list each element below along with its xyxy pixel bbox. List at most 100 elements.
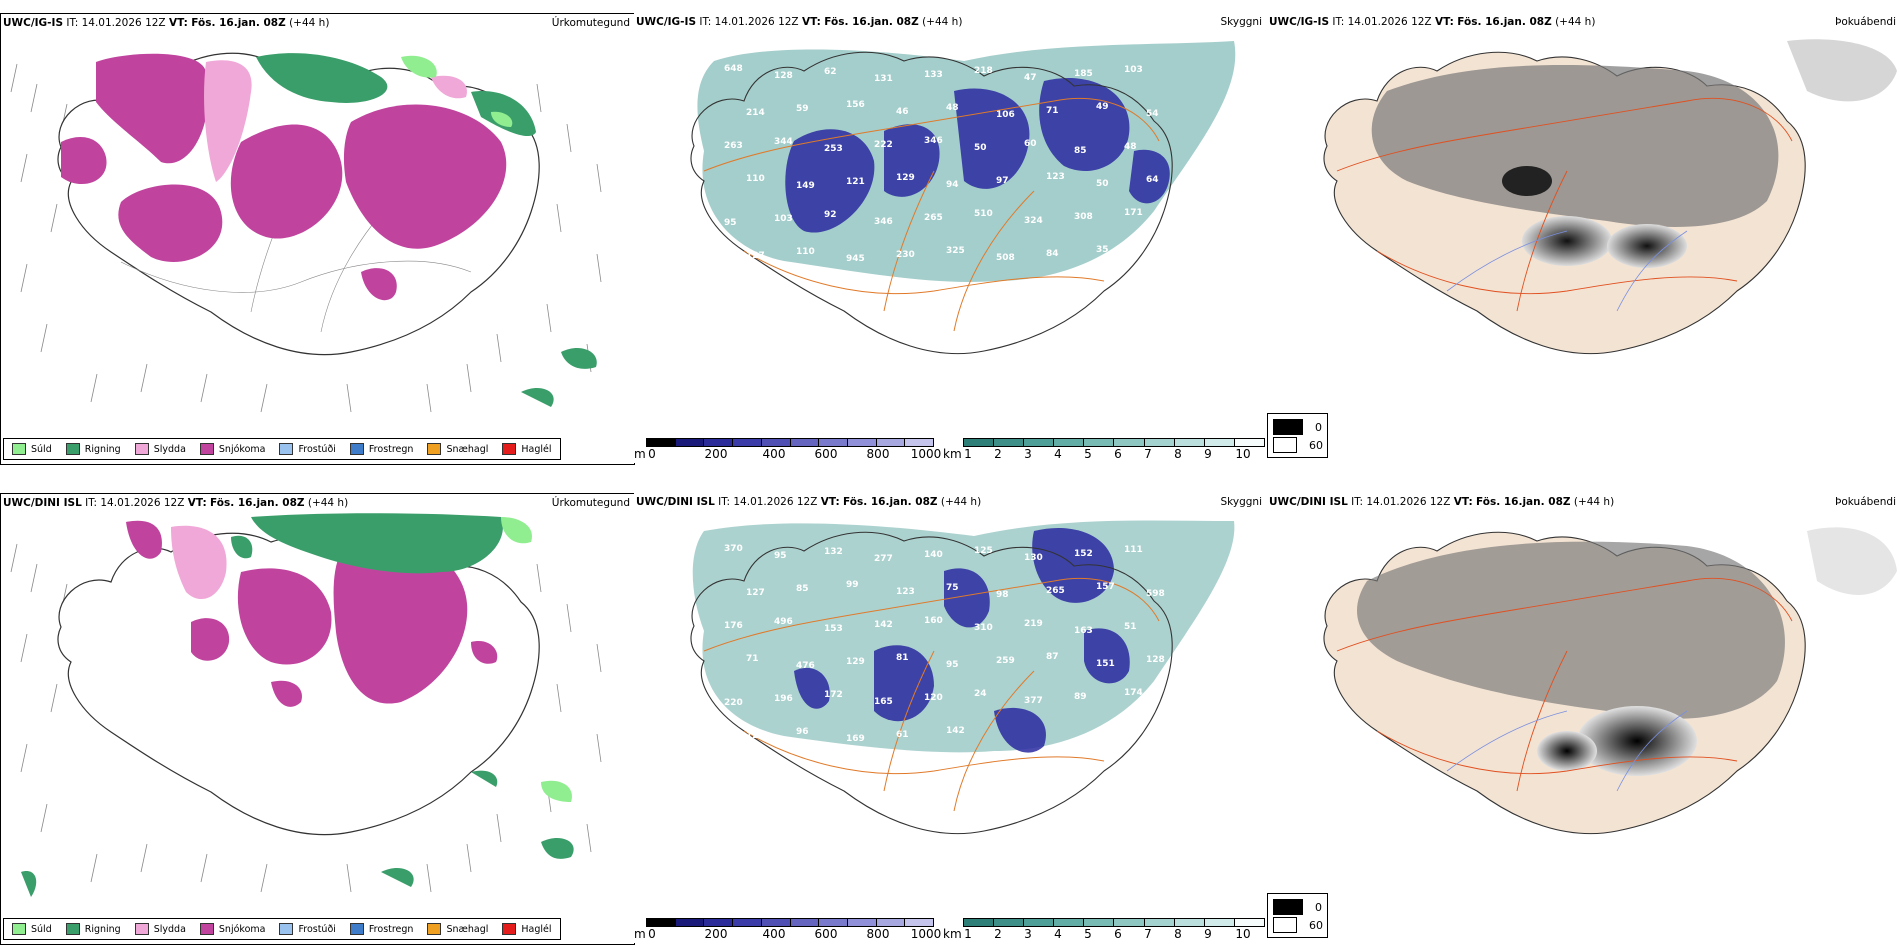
visibility-value-label: 156 (846, 100, 865, 110)
visibility-value-label: 49 (1096, 102, 1109, 112)
legend-label: Frostúði (298, 443, 336, 455)
visibility-value-label: 132 (824, 547, 843, 557)
visibility-value-label: 133 (924, 70, 943, 80)
colorbar-tick: 0 (648, 447, 656, 461)
visibility-value-label: 945 (846, 254, 865, 264)
visibility-value-label: 51 (1124, 622, 1137, 632)
visibility-value-label: 92 (824, 210, 837, 220)
visibility-value-label: 81 (896, 653, 909, 663)
colorbar-tick: 5 (1084, 447, 1092, 461)
fog-panel-row1: UWC/IG-IS IT: 14.01.2026 12Z VT: Fös. 16… (1267, 13, 1900, 463)
cloud-base-colorbar-row1: m 0 200 400 600 800 1000 (634, 438, 941, 462)
legend-swatch (65, 923, 80, 935)
colorbar-tick: 1 (964, 927, 972, 941)
visibility-value-label: 324 (1024, 216, 1043, 226)
vt-time: Fös. 16.jan. 08Z (191, 17, 286, 29)
legend-label: Snæhagl (446, 443, 489, 455)
it-time: 14.01.2026 12Z (81, 17, 166, 29)
colorbar-tick: 4 (1054, 447, 1062, 461)
it-label: IT: (699, 16, 712, 28)
visibility-value-label: 95 (774, 551, 787, 561)
visibility-value-label: 310 (974, 623, 993, 633)
legend-swatch (279, 923, 294, 935)
legend-label: Haglél (521, 443, 552, 455)
visibility-value-label: 230 (896, 250, 915, 260)
visibility-value-label: 377 (1024, 696, 1043, 706)
legend-swatch (502, 923, 517, 935)
legend-item: Snæhagl (427, 443, 488, 455)
visibility-value-label: 46 (896, 107, 909, 117)
visibility-colorbar-row2: km 1 2 3 4 5 6 7 8 9 10 (943, 918, 1265, 942)
visibility-value-label: 106 (996, 110, 1015, 120)
fog-legend-item: 0 (1273, 898, 1323, 916)
visibility-value-label: 84 (1046, 249, 1059, 259)
colorbar-tick: 5 (1084, 927, 1092, 941)
colorbar-tick: 3 (1024, 927, 1032, 941)
panel-header: UWC/IG-IS IT: 14.01.2026 12Z VT: Fös. 16… (3, 17, 632, 31)
it-time: 14.01.2026 12Z (714, 16, 799, 28)
legend-label: Slydda (153, 923, 186, 935)
panel-title: Þokuábendi (1835, 16, 1896, 28)
colorbar-tick: 1000 (910, 447, 942, 461)
it-label: IT: (66, 17, 79, 29)
legend-swatch (502, 443, 517, 455)
roads (1336, 97, 1793, 312)
fog-map (1323, 39, 1897, 355)
iceland-coastline (690, 51, 1173, 355)
lead-time: (+44 h) (1555, 16, 1596, 28)
sleet-field (204, 60, 467, 182)
wind-barbs (10, 543, 602, 893)
legend-item: Frostregn (349, 923, 414, 935)
colorbar-tick: 6 (1114, 927, 1122, 941)
visibility-value-label: 476 (796, 661, 815, 671)
colorbar-tick: 9 (1204, 447, 1212, 461)
panel-header: UWC/DINI ISL IT: 14.01.2026 12Z VT: Fös.… (1269, 496, 1898, 510)
colorbar-tick: 400 (762, 927, 786, 941)
visibility-labels: 648 128 62 131 133 218 47 185 103 214 59 156 46 48 106… (724, 64, 1165, 264)
visibility-value-label: 149 (796, 181, 815, 191)
visibility-value-label: 121 (846, 177, 865, 187)
panel-header: UWC/IG-IS IT: 14.01.2026 12Z VT: Fös. 16… (1269, 16, 1898, 30)
visibility-value-label: 75 (946, 583, 959, 593)
visibility-value-label: 12 (746, 731, 759, 741)
colorbar-tick: 2 (994, 927, 1002, 941)
visibility-value-label: 50 (974, 143, 987, 153)
legend-item: Snæhagl (427, 923, 488, 935)
visibility-value-label: 163 (1074, 626, 1093, 636)
panel-title: Skyggni (1220, 496, 1263, 508)
legend-label: Frostregn (368, 923, 414, 935)
legend-item: Snjókoma (199, 443, 265, 455)
drizzle-field (501, 517, 572, 802)
legend-label: Súld (31, 923, 52, 935)
visibility-value-label: 95 (724, 218, 737, 228)
vt-label: VT: (168, 17, 188, 29)
sleet-field (171, 525, 227, 600)
visibility-value-label: 598 (1146, 589, 1165, 599)
colorbar-unit: m (634, 447, 646, 461)
lead-time: (+44 h) (922, 16, 963, 28)
visibility-value-label: 160 (924, 616, 943, 626)
visibility-value-label: 128 (1146, 655, 1165, 665)
visibility-value-label: 95 (946, 660, 959, 670)
fog-legend-item: 60 (1273, 916, 1323, 934)
visibility-value-label: 152 (1074, 549, 1093, 559)
visibility-value-label: 265 (1046, 586, 1065, 596)
legend-item: Slydda (134, 923, 186, 935)
visibility-value-label: 48 (1124, 142, 1137, 152)
visibility-value-label: 196 (774, 694, 793, 704)
legend-swatch (12, 443, 26, 455)
visibility-value-label: 94 (946, 180, 959, 190)
visibility-value-label: 165 (874, 697, 893, 707)
vt-time: Fös. 16.jan. 08Z (210, 497, 305, 509)
cloud-base-field (785, 77, 1170, 233)
it-label: IT: (1351, 496, 1364, 508)
legend-label: Súld (31, 443, 52, 455)
colorbar-tick: 0 (648, 927, 656, 941)
visibility-value-label: 508 (996, 253, 1015, 263)
roads (703, 97, 1160, 332)
model-name: UWC/DINI ISL (3, 497, 82, 509)
visibility-value-label: 87 (1046, 652, 1059, 662)
it-label: IT: (85, 497, 98, 509)
visibility-panel-row2: UWC/DINI ISL IT: 14.01.2026 12Z VT: Fös.… (634, 493, 1266, 943)
legend-item: Haglél (502, 443, 552, 455)
